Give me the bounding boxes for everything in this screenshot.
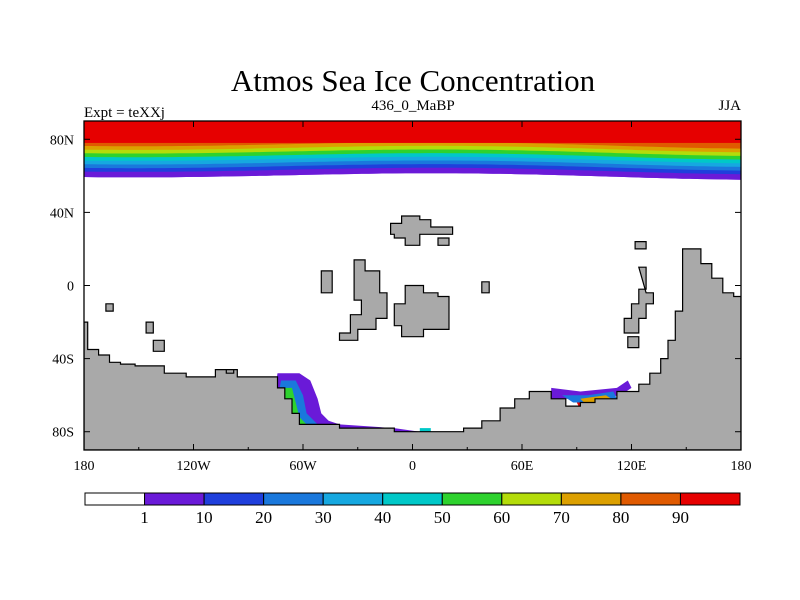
x-tick-label: 60W [289,459,317,474]
y-tick-label: 80S [52,426,74,441]
chart-title: Atmos Sea Ice Concentration [231,63,596,98]
map-plot [84,121,741,450]
x-tick-label: 120E [617,459,647,474]
colorbar-swatch [322,492,384,506]
subtitle-center: 436_0_MaBP [371,98,454,114]
colorbar-label: 40 [374,508,391,527]
land-continent-north-b [338,259,388,341]
colorbar-label: 1 [140,508,149,527]
colorbar-swatch [620,492,681,506]
land-island-e [481,281,490,294]
land-continent-north-e [437,237,450,246]
land-continent-north-a [320,270,333,294]
colorbar-swatch [679,492,741,506]
y-tick-label: 80N [50,133,74,148]
land-continent-north-c [393,284,450,338]
land-continent-east-b [623,266,655,334]
land-island-a [105,303,114,312]
land-continent-north-d [390,215,454,246]
axis-ticks: 180 120W 60W 0 60E 120E 180 80N 40N 0 40S 80S [50,121,752,474]
land-island-d [225,369,235,374]
colorbar-swatch [84,492,146,506]
y-tick-label: 0 [67,280,74,295]
colorbar-swatch [560,492,622,506]
colorbar-label: 10 [196,508,213,527]
y-tick-label: 40N [50,206,74,221]
x-tick-label: 60E [511,459,534,474]
colorbar-swatch [263,492,324,506]
colorbar-swatch [501,492,562,506]
colorbar: 1 10 20 30 40 50 60 70 80 90 [84,492,741,527]
x-tick-label: 120W [176,459,211,474]
colorbar-label: 20 [255,508,272,527]
land-island-b [145,321,154,334]
sea-ice-region [419,428,431,432]
colorbar-swatch [441,492,503,506]
land-gondwana-west [84,248,741,450]
land-continent-east-c [627,336,640,349]
arctic-band-top [84,121,741,143]
colorbar-label: 60 [493,508,510,527]
y-tick-label: 40S [52,353,74,368]
x-tick-label: 180 [74,459,95,474]
x-tick-label: 0 [409,459,416,474]
colorbar-label: 30 [315,508,332,527]
land-island-c [152,339,165,352]
subtitle-right: JJA [718,98,741,114]
land-continent-east-a [634,241,647,250]
colorbar-label: 70 [553,508,570,527]
colorbar-swatch [203,492,265,506]
subtitle-left: Expt = teXXj [84,105,165,121]
colorbar-swatch [144,492,205,506]
colorbar-label: 90 [672,508,689,527]
colorbar-label: 50 [434,508,451,527]
colorbar-swatch [382,492,443,506]
colorbar-label: 80 [612,508,629,527]
x-tick-label: 180 [731,459,752,474]
